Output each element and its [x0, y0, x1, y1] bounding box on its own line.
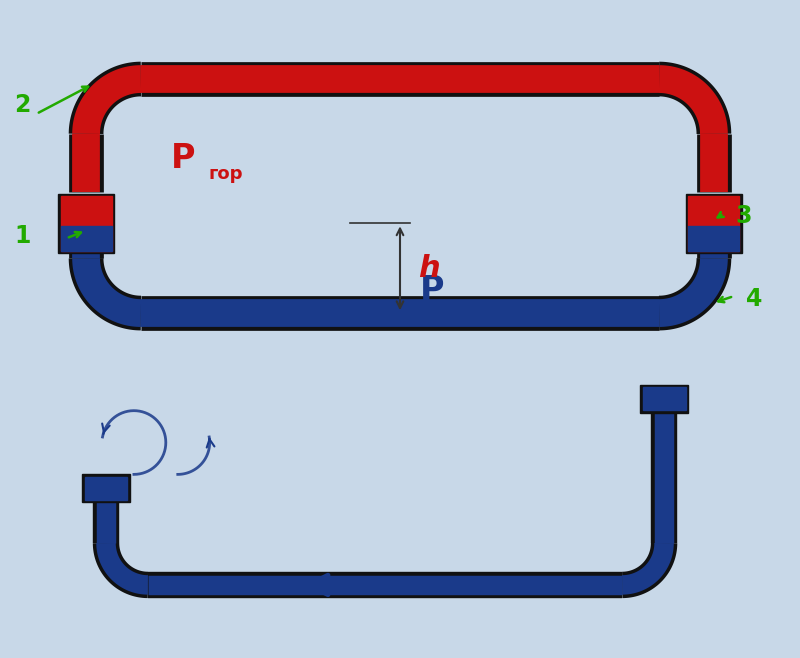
Bar — [58, 193, 114, 253]
Bar — [686, 193, 742, 253]
Bar — [689, 226, 739, 251]
Text: 4: 4 — [746, 287, 762, 311]
Bar — [82, 474, 130, 502]
Bar — [61, 196, 111, 251]
Text: гор: гор — [209, 164, 243, 183]
Text: P: P — [170, 142, 195, 175]
Bar — [689, 196, 739, 251]
Bar — [61, 226, 111, 251]
Bar — [642, 388, 686, 410]
Bar — [640, 385, 688, 413]
Text: 2: 2 — [14, 93, 30, 117]
Text: h: h — [418, 254, 440, 283]
Bar — [85, 477, 127, 500]
Text: 1: 1 — [14, 224, 30, 248]
Text: охл: охл — [458, 296, 494, 314]
Text: 3: 3 — [736, 205, 752, 228]
Text: P: P — [420, 274, 445, 307]
